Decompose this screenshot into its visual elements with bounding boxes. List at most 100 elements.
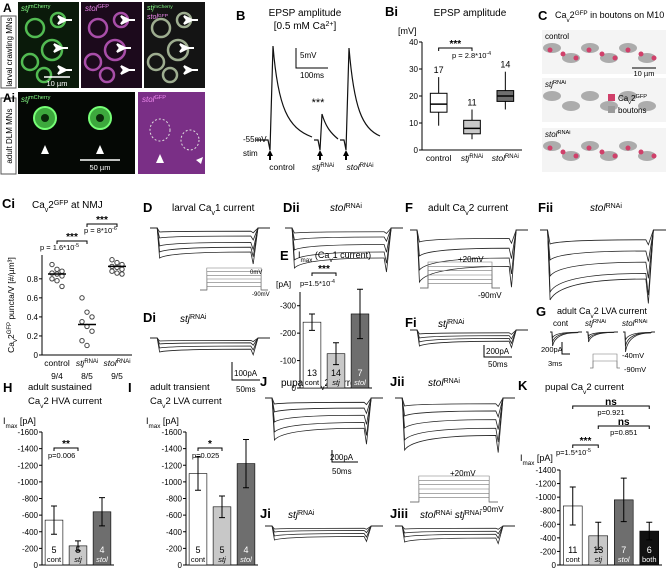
label-part: RNAi (360, 163, 374, 169)
sig-bracket (438, 47, 473, 51)
significance: ** (62, 439, 70, 450)
label: -90mV (624, 365, 646, 374)
current-trace (540, 229, 666, 304)
category-label: stolRNAi (492, 153, 519, 163)
nucleus (96, 114, 104, 122)
n-label: 14 (331, 368, 341, 378)
label: stolGFP (142, 95, 166, 104)
cell (83, 52, 103, 72)
y-tick-label: -1400 (536, 466, 557, 475)
label-part: GFP (154, 95, 166, 101)
bouton (543, 91, 561, 101)
label: stolRNAi (428, 378, 460, 390)
current-trace (540, 229, 666, 262)
data-point (59, 268, 65, 274)
label: cont (553, 319, 569, 328)
label-part: RNAi (320, 163, 334, 169)
side-box (0, 15, 17, 89)
y-tick-label: 40 (409, 38, 418, 47)
label-part: (Ca (312, 250, 329, 260)
legend-swatch (608, 106, 615, 113)
y-axis-label: Imax [pA] (520, 453, 553, 467)
category-label: stj (595, 555, 603, 564)
label: +20mV (450, 469, 476, 478)
label-part: adult Ca (557, 306, 591, 316)
label-part: 2 (6, 334, 16, 339)
y-tick-label: 0 (414, 146, 419, 155)
y-tick-label: -100 (280, 357, 297, 366)
chart-title: Cav2 LVA current (150, 396, 222, 410)
current-trace (150, 337, 270, 351)
label-part: stol (492, 153, 506, 163)
current-trace (395, 397, 515, 419)
label: boutons (618, 106, 646, 115)
n-label: 5 (51, 545, 56, 555)
label-part: GFP (7, 322, 13, 334)
arrowhead (156, 154, 164, 163)
category-label: cont (566, 555, 581, 564)
label-part: p=1.5*10 (300, 279, 330, 288)
error-bar (195, 456, 201, 491)
puncta (573, 153, 579, 159)
label-part: I (146, 416, 149, 426)
label-part: RNAi (606, 203, 623, 210)
bouton (600, 151, 618, 161)
current-trace (586, 331, 618, 343)
label-part: v (13, 339, 19, 342)
label-part: stol (142, 95, 155, 104)
label: Cav2GFP (618, 94, 647, 106)
chart-title: Cav2GFP at NMJ (32, 200, 103, 214)
label-part: 2+ (325, 21, 333, 28)
error-bar (309, 313, 315, 331)
current-trace (265, 525, 383, 534)
y-tick-label: -300 (280, 302, 297, 311)
label-part: -5 (74, 243, 79, 249)
label-part: Ca (150, 396, 163, 407)
sig-bracket (53, 447, 79, 451)
current-trace (150, 227, 270, 252)
arrow (183, 65, 198, 75)
label-part: 2 current (469, 203, 509, 214)
bouton (638, 101, 656, 111)
panel-label: J (260, 374, 267, 389)
arrowhead (96, 145, 104, 154)
label-part: RNAi (593, 319, 606, 325)
label-part: [0.5 mM Ca (274, 21, 326, 32)
label-part: p = 8*10 (84, 226, 112, 235)
n-label: 7 (621, 545, 626, 555)
label-part: v (45, 207, 49, 214)
puncta (638, 51, 644, 57)
current-trace (410, 329, 528, 335)
category-label: control (426, 153, 452, 163)
label-part: RNAi (505, 154, 519, 160)
significance: *** (318, 264, 330, 275)
y-tick-label: -800 (22, 495, 39, 504)
category-label: stjRNAi (76, 358, 98, 368)
label-part: stj (461, 153, 471, 163)
box (463, 119, 481, 135)
y-tick-label: -200 (22, 544, 39, 553)
label-part: RNAi (190, 314, 207, 321)
label-part: ] (333, 21, 336, 32)
label: stolGFP (147, 13, 168, 22)
label: 50ms (488, 360, 508, 369)
label: *** (312, 97, 326, 109)
label-part: stol (428, 378, 444, 389)
epsp-trace (256, 45, 313, 151)
y-tick-label: -200 (166, 544, 183, 553)
current-trace (265, 397, 383, 406)
epsp-trace (314, 113, 339, 151)
y-tick-label: -1400 (18, 445, 39, 454)
label: stjmCherry (21, 4, 51, 13)
label-part: Ca (555, 10, 567, 20)
bouton (562, 53, 580, 63)
label: 200pA (541, 345, 563, 354)
error-bar (219, 495, 225, 519)
current-trace (285, 227, 403, 253)
current-trace (285, 227, 403, 264)
label-part: stj (288, 510, 299, 521)
puncta (638, 149, 644, 155)
arrow (120, 15, 135, 25)
epsp-trace (340, 47, 381, 151)
chart-title: adult transient (150, 382, 210, 393)
